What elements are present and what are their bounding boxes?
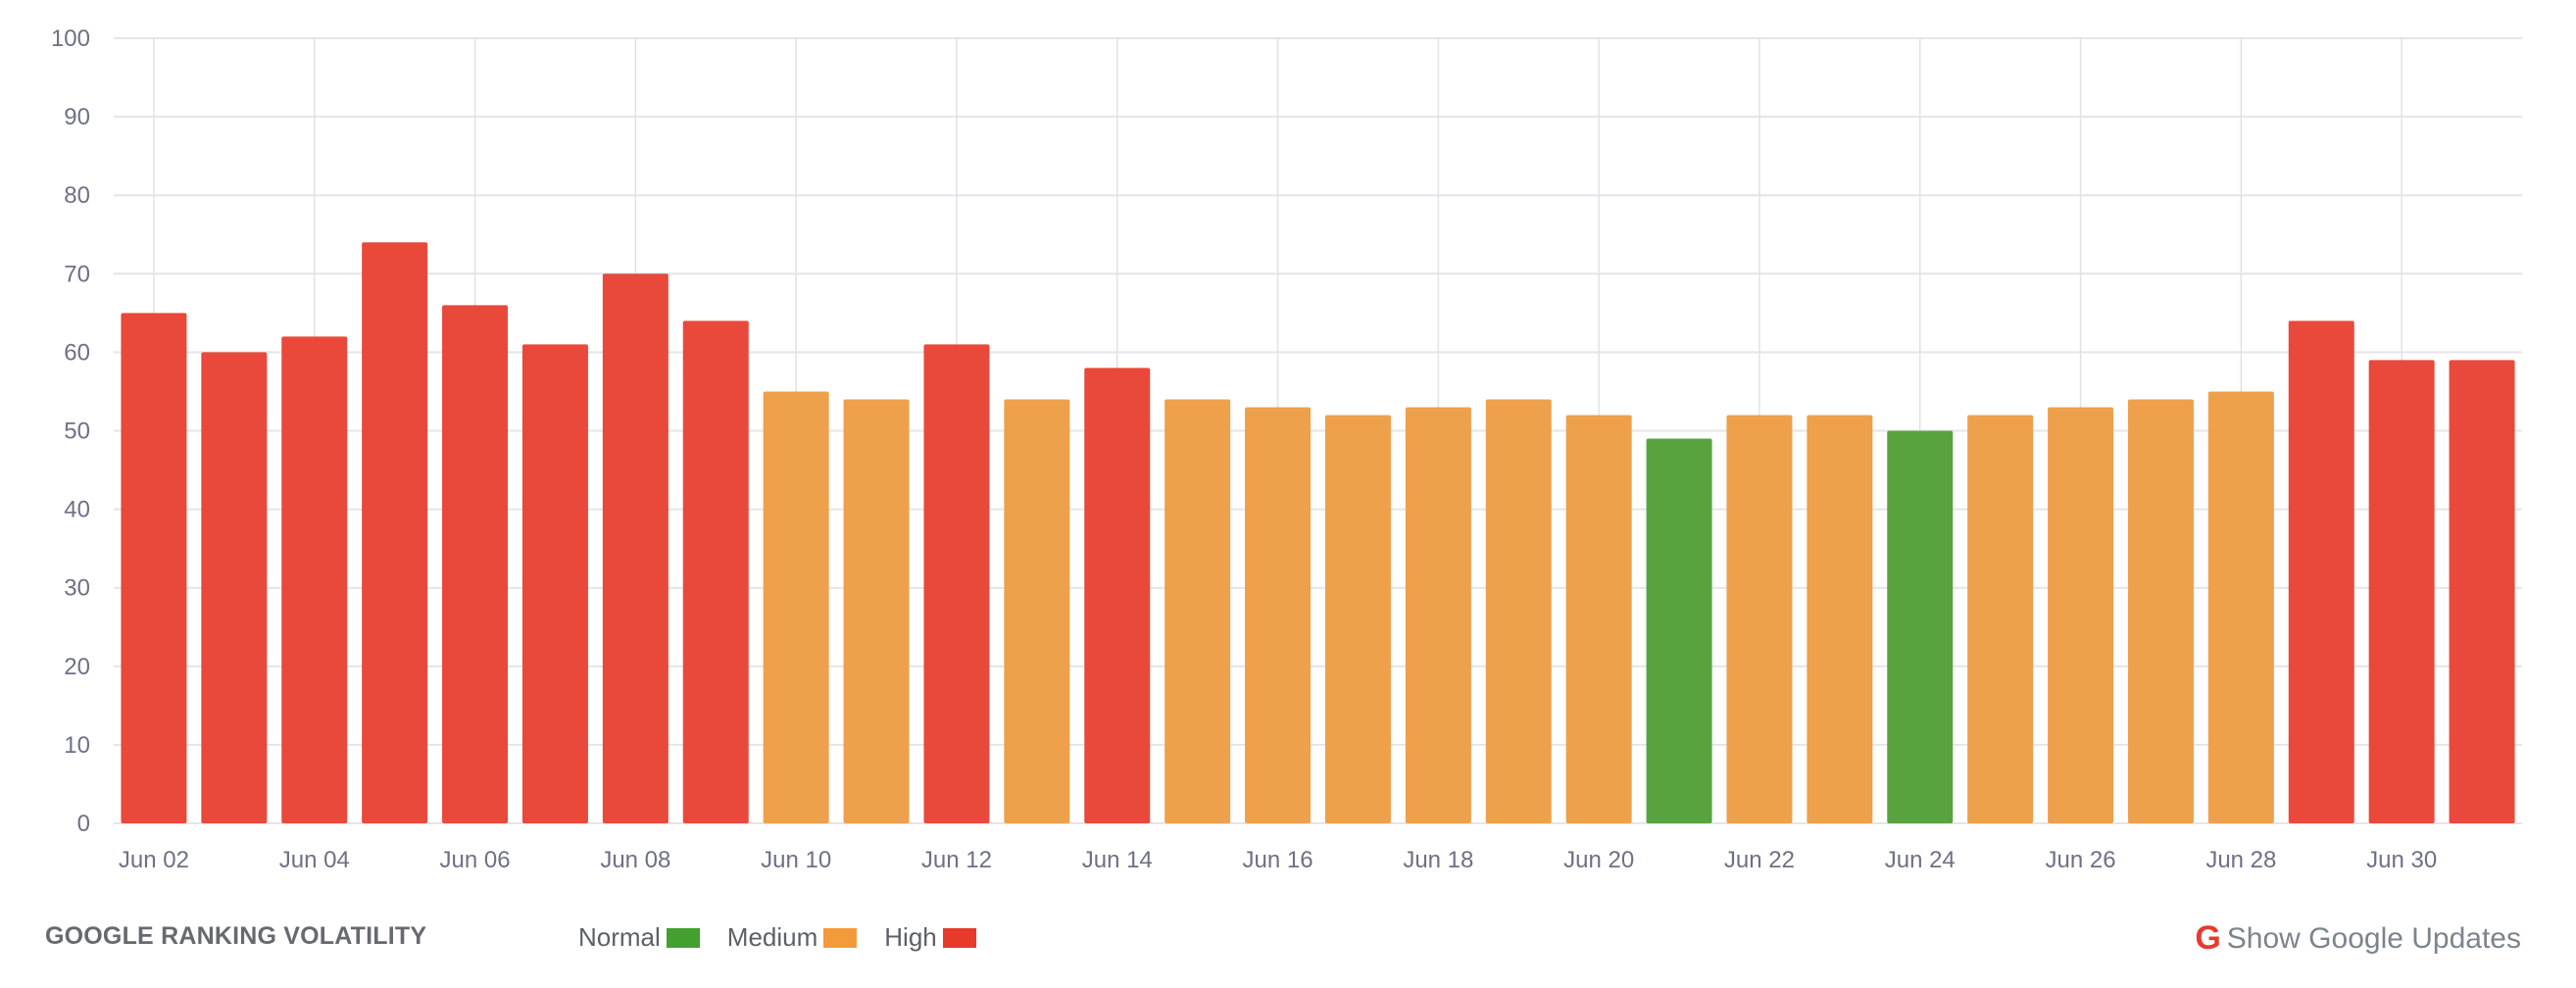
bar-jun-17 (1324, 415, 1391, 823)
y-tick-label: 20 (64, 654, 90, 680)
y-tick-label: 30 (64, 575, 90, 602)
x-tick-label: Jun 06 (440, 847, 511, 873)
y-tick-label: 70 (64, 261, 90, 287)
bar-jun-27 (2127, 399, 2194, 823)
x-tick-label: Jun 24 (1885, 847, 1956, 873)
x-tick-label: Jun 10 (761, 847, 831, 873)
bar-jun-23 (1807, 415, 1873, 823)
legend-label: Medium (726, 922, 818, 952)
y-tick-label: 90 (64, 104, 90, 130)
x-tick-label: Jun 20 (1563, 847, 1634, 873)
bar-jun-09 (682, 321, 749, 823)
legend-item-high[interactable]: High (884, 922, 976, 953)
x-tick-label: Jun 04 (279, 847, 350, 873)
bar-jun-14 (1084, 368, 1151, 823)
chart-title: GOOGLE RANKING VOLATILITY (45, 922, 427, 950)
x-tick-label: Jun 02 (119, 847, 189, 873)
google-g-icon: G (2195, 919, 2221, 957)
y-tick-label: 100 (51, 25, 90, 52)
bar-jun-02 (121, 313, 187, 824)
bar-jun-25 (1967, 415, 2034, 823)
x-tick-label: Jun 30 (2366, 847, 2437, 873)
y-tick-label: 80 (64, 182, 90, 209)
bar-jun-12 (923, 344, 990, 823)
bar-jun-08 (602, 273, 669, 823)
bar-jun-26 (2048, 407, 2114, 823)
bar-jun-29 (2288, 321, 2354, 823)
bar-jun-19 (1485, 399, 1552, 823)
legend-swatch-normal (666, 927, 700, 948)
x-tick-label: Jun 14 (1082, 847, 1153, 873)
x-tick-label: Jun 26 (2046, 847, 2116, 873)
legend-swatch-high (942, 927, 976, 948)
bar-jun-05 (362, 242, 428, 823)
bar-jul-01 (2449, 360, 2515, 823)
y-tick-label: 60 (64, 339, 90, 366)
bar-jun-28 (2207, 391, 2274, 823)
bar-jun-13 (1004, 399, 1070, 823)
chart-footer: GOOGLE RANKING VOLATILITY Normal Medium … (0, 916, 2576, 960)
bar-jun-15 (1164, 399, 1231, 823)
legend-swatch-medium (823, 927, 858, 948)
x-tick-label: Jun 12 (921, 847, 992, 873)
bar-jun-04 (281, 336, 348, 823)
bar-jun-16 (1245, 407, 1312, 823)
legend: Normal Medium High (578, 922, 1004, 953)
volatility-chart: 0 10 20 30 40 50 60 70 80 90 100 Jun 02 Jun 04 Jun 06… (51, 25, 2522, 873)
y-tick-label: 10 (64, 732, 90, 759)
y-tick-label: 40 (64, 497, 90, 523)
bar-jun-11 (843, 399, 910, 823)
legend-item-normal[interactable]: Normal (578, 922, 700, 953)
legend-label: High (884, 922, 937, 952)
bar-jun-20 (1565, 415, 1632, 823)
y-tick-label: 50 (64, 419, 90, 445)
show-google-updates-label: Show Google Updates (2226, 921, 2521, 955)
x-tick-label: Jun 18 (1403, 847, 1473, 873)
bar-jun-03 (201, 352, 268, 823)
x-tick-label: Jun 28 (2205, 847, 2276, 873)
bar-jun-30 (2368, 360, 2435, 823)
bar-jun-18 (1405, 407, 1471, 823)
bar-jun-10 (763, 391, 829, 823)
x-tick-label: Jun 22 (1724, 847, 1795, 873)
bar-jun-24 (1887, 430, 1954, 823)
bar-jun-22 (1726, 415, 1793, 823)
x-tick-label: Jun 08 (600, 847, 670, 873)
show-google-updates-button[interactable]: G Show Google Updates (2195, 919, 2521, 958)
bar-jun-07 (521, 344, 588, 823)
x-tick-label: Jun 16 (1243, 847, 1313, 873)
bar-jun-06 (442, 305, 509, 824)
legend-item-medium[interactable]: Medium (726, 922, 858, 953)
y-tick-label: 0 (77, 811, 90, 837)
legend-label: Normal (578, 922, 661, 952)
bar-jun-21 (1646, 438, 1712, 823)
